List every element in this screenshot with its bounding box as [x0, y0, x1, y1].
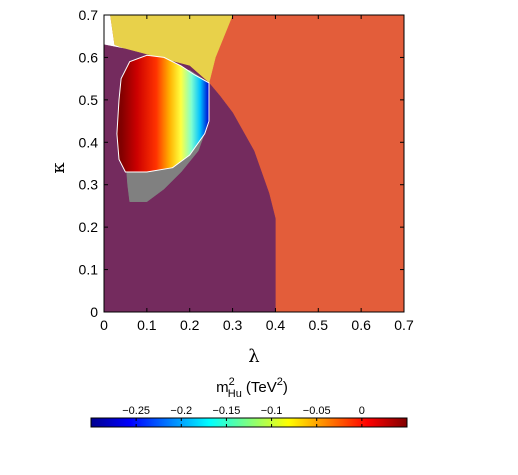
x-tick-label: 0.2: [180, 317, 200, 333]
colorbar-title: m2 Hu (TeV2): [216, 376, 288, 400]
y-tick-label: 0.3: [79, 177, 99, 193]
y-tick-label: 0.7: [79, 7, 99, 23]
colorbar-title-superscript: 2: [229, 376, 235, 388]
y-tick-label: 0.1: [79, 262, 99, 278]
colorbar-title-subscript: Hu: [228, 388, 242, 400]
heat-region: [116, 54, 210, 173]
colorbar-tick-label: −0.25: [122, 405, 150, 417]
colorbar-tick-label: −0.05: [303, 405, 331, 417]
colorbar-title-units: (TeV: [246, 379, 277, 396]
plot-frame: [103, 14, 405, 313]
y-tick-label: 0.4: [79, 134, 99, 150]
x-tick-label: 0.4: [266, 317, 286, 333]
colorbar-tick-label: −0.15: [213, 405, 241, 417]
x-tick-label: 0.1: [137, 317, 157, 333]
x-axis-label: λ: [248, 346, 259, 367]
y-tick-label: 0: [90, 304, 98, 320]
y-tick-label: 0.2: [79, 219, 99, 235]
x-tick-label: 0.6: [351, 317, 371, 333]
colorbar-title-symbol: m: [216, 379, 229, 396]
colorbar-tick-label: −0.1: [261, 405, 283, 417]
y-axis-label: κ: [48, 162, 69, 174]
y-tick-label: 0.5: [79, 92, 99, 108]
x-tick-label: 0.7: [394, 317, 414, 333]
y-axis-ticks: 0 0.1 0.2 0.3 0.4 0.5 0.6 0.7: [79, 7, 404, 320]
colorbar-tick-label: −0.2: [170, 405, 192, 417]
colorbar: −0.25 −0.2 −0.15 −0.1 −0.05 0: [90, 405, 408, 428]
x-axis-ticks: 0 0.1 0.2 0.3 0.4 0.5 0.6 0.7: [100, 15, 414, 333]
heat-layer: [116, 54, 210, 173]
colorbar-title-units-close: ): [283, 379, 288, 396]
x-tick-label: 0.3: [223, 317, 243, 333]
x-tick-label: 0.5: [309, 317, 329, 333]
colorbar-tick-label: 0: [359, 405, 365, 417]
x-tick-label: 0: [100, 317, 108, 333]
colorbar-title-units-superscript: 2: [277, 376, 283, 388]
y-tick-label: 0.6: [79, 49, 99, 65]
colorbar-gradient: [90, 417, 408, 428]
